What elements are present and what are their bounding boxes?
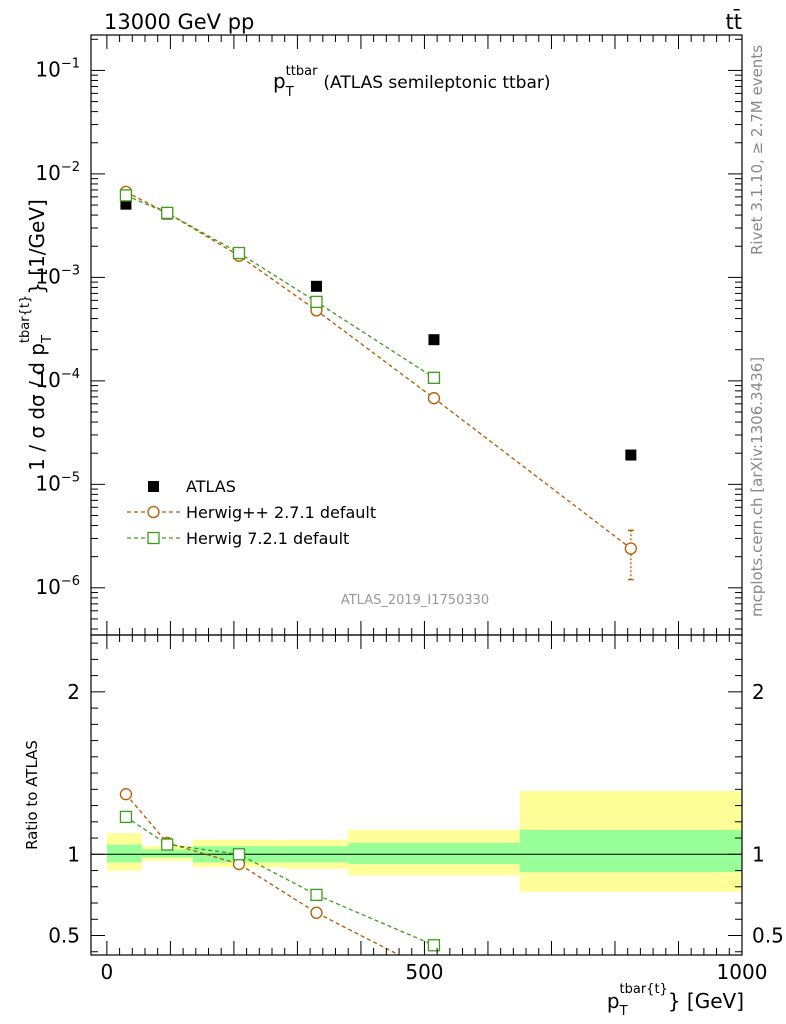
tick-mantissa: 10 bbox=[35, 471, 60, 495]
main-ticks bbox=[91, 35, 743, 635]
legend-entry-herwig7: Herwig 7.2.1 default bbox=[127, 529, 349, 548]
herwig7-ratio-point bbox=[310, 888, 323, 902]
ratio-band-inner bbox=[519, 829, 742, 873]
process-label: tt̄ bbox=[726, 9, 742, 34]
ratio-y-tick-label-right: 0.5 bbox=[752, 924, 784, 948]
y-title-part-a: 1 / σ dσ / d p bbox=[25, 343, 49, 471]
tick-exponent: −4 bbox=[61, 367, 80, 382]
main-y-tick-label: 10−5 bbox=[35, 470, 80, 495]
tick-exponent: −6 bbox=[61, 574, 80, 589]
tick-mantissa: 10 bbox=[35, 575, 60, 599]
legend-marker-herwigpp bbox=[147, 505, 160, 519]
ratio-band-inner bbox=[141, 849, 193, 858]
tick-exponent: −1 bbox=[61, 56, 80, 71]
ratio-y-tick-label-right: 2 bbox=[752, 680, 765, 704]
main-y-axis-title: 1 / σ dσ / d pTtbar{t}} [1/GeV] bbox=[18, 199, 55, 471]
herwig7-ratio-point bbox=[427, 939, 441, 952]
tick-exponent: −3 bbox=[61, 263, 80, 278]
ratio-panel: 0.5 0.5 1 1 2 2 0 500 1000 Ratio to ATLAS pTtba… bbox=[23, 634, 784, 1019]
herwig7-point bbox=[161, 206, 174, 220]
main-y-tick-label: 10−2 bbox=[35, 160, 80, 185]
plot-title-sup: ttbar bbox=[286, 64, 318, 79]
main-data bbox=[119, 185, 638, 581]
x-tick-label: 500 bbox=[405, 960, 443, 984]
tick-mantissa: 10 bbox=[35, 264, 60, 288]
ratio-line-1 bbox=[125, 793, 401, 955]
ratio-y-tick-labels: 0.5 0.5 1 1 2 2 bbox=[48, 680, 784, 948]
herwig7-ratio-point bbox=[232, 848, 246, 861]
main-y-tick-label: 10−4 bbox=[35, 367, 80, 392]
herwigpp-point bbox=[427, 392, 441, 405]
main-y-tick-label: 10−6 bbox=[35, 574, 80, 599]
legend-label-herwigpp: Herwig++ 2.7.1 default bbox=[186, 503, 376, 522]
herwig7-point bbox=[232, 246, 246, 260]
legend-entry-herwigpp: Herwig++ 2.7.1 default bbox=[127, 503, 376, 522]
y-title-sup: tbar{t} bbox=[18, 295, 33, 343]
main-y-tick-label: 10−1 bbox=[35, 56, 80, 81]
ratio-frame bbox=[90, 634, 743, 956]
herwig7-ratio-point bbox=[161, 838, 174, 851]
x-tick-label: 0 bbox=[101, 960, 114, 984]
plot-title-main: p bbox=[273, 69, 286, 93]
x-title-sup: tbar{t} bbox=[620, 982, 668, 997]
ratio-y-tick-label-left: 0.5 bbox=[48, 924, 80, 948]
analysis-tag: ATLAS_2019_I1750330 bbox=[341, 593, 489, 608]
main-y-tick-label: 10−3 bbox=[35, 263, 80, 288]
tick-mantissa: 10 bbox=[35, 368, 60, 392]
legend-entry-atlas: ATLAS bbox=[148, 477, 236, 496]
tick-exponent: −2 bbox=[61, 160, 80, 175]
main-line-2 bbox=[125, 194, 435, 379]
x-title-rest: } [GeV] bbox=[668, 989, 744, 1013]
herwigpp-point bbox=[624, 542, 638, 555]
y-title-sub: T bbox=[40, 335, 55, 344]
herwig7-point bbox=[310, 295, 323, 309]
herwig7-ratio-point bbox=[119, 810, 133, 824]
herwig7-point bbox=[119, 189, 133, 202]
rivet-version-label: Rivet 3.1.10, ≥ 2.7M events bbox=[748, 45, 766, 255]
y-title-part-b: } [1/GeV] bbox=[25, 199, 49, 295]
legend-label-atlas: ATLAS bbox=[186, 477, 236, 496]
mcplots-label: mcplots.cern.ch [arXiv:1306.3436] bbox=[748, 357, 766, 617]
ratio-y-tick-label-right: 1 bbox=[752, 842, 765, 866]
x-tick-label: 1000 bbox=[717, 960, 768, 984]
legend: ATLAS Herwig++ 2.7.1 default Herwig 7.2.… bbox=[127, 477, 376, 548]
ratio-data bbox=[119, 788, 441, 955]
atlas-point bbox=[120, 198, 132, 210]
plot-title: pTttbar (ATLAS semileptonic ttbar) bbox=[273, 64, 550, 100]
ratio-bands bbox=[106, 790, 742, 892]
ratio-y-axis-title: Ratio to ATLAS bbox=[23, 740, 41, 850]
plot-title-sub: T bbox=[285, 85, 294, 100]
legend-label-herwig7: Herwig 7.2.1 default bbox=[186, 529, 349, 548]
x-title-main: p bbox=[607, 989, 620, 1013]
atlas-point bbox=[310, 280, 322, 292]
ratio-x-tick-labels: 0 500 1000 bbox=[101, 960, 768, 984]
atlas-point bbox=[625, 449, 637, 461]
ratio-ticks bbox=[91, 635, 743, 955]
energy-label: 13000 GeV pp bbox=[104, 10, 254, 34]
ratio-y-tick-label-left: 2 bbox=[67, 680, 80, 704]
herwigpp-ratio-point bbox=[310, 906, 323, 919]
x-axis-title: pTtbar{t}} [GeV] bbox=[607, 982, 744, 1019]
tick-exponent: −5 bbox=[61, 470, 80, 485]
ratio-band-inner bbox=[106, 844, 142, 863]
herwig7-point bbox=[427, 371, 441, 384]
x-title-sub: T bbox=[619, 1004, 628, 1019]
tick-mantissa: 10 bbox=[35, 161, 60, 185]
main-panel: 10−110−210−310−410−510−6 1 / σ dσ / d pT… bbox=[18, 34, 743, 636]
ratio-band-inner bbox=[348, 842, 520, 865]
tick-mantissa: 10 bbox=[35, 57, 60, 81]
plot-title-rest: (ATLAS semileptonic ttbar) bbox=[323, 73, 550, 93]
atlas-point bbox=[428, 334, 440, 346]
herwigpp-ratio-point bbox=[119, 788, 133, 801]
legend-marker-herwig7 bbox=[147, 531, 160, 545]
main-y-tick-labels: 10−110−210−310−410−510−6 bbox=[35, 56, 80, 598]
legend-marker-atlas bbox=[148, 481, 159, 492]
ratio-y-tick-label-left: 1 bbox=[67, 842, 80, 866]
